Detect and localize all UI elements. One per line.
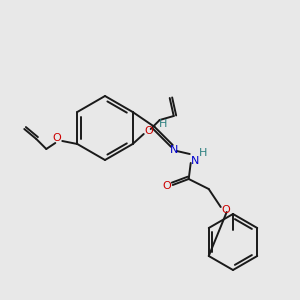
Text: N: N — [169, 145, 178, 155]
Text: O: O — [144, 126, 153, 136]
Text: H: H — [158, 119, 167, 129]
Text: O: O — [52, 133, 61, 143]
Text: N: N — [190, 156, 199, 166]
Text: O: O — [162, 181, 171, 191]
Text: O: O — [221, 205, 230, 215]
Text: H: H — [199, 148, 207, 158]
